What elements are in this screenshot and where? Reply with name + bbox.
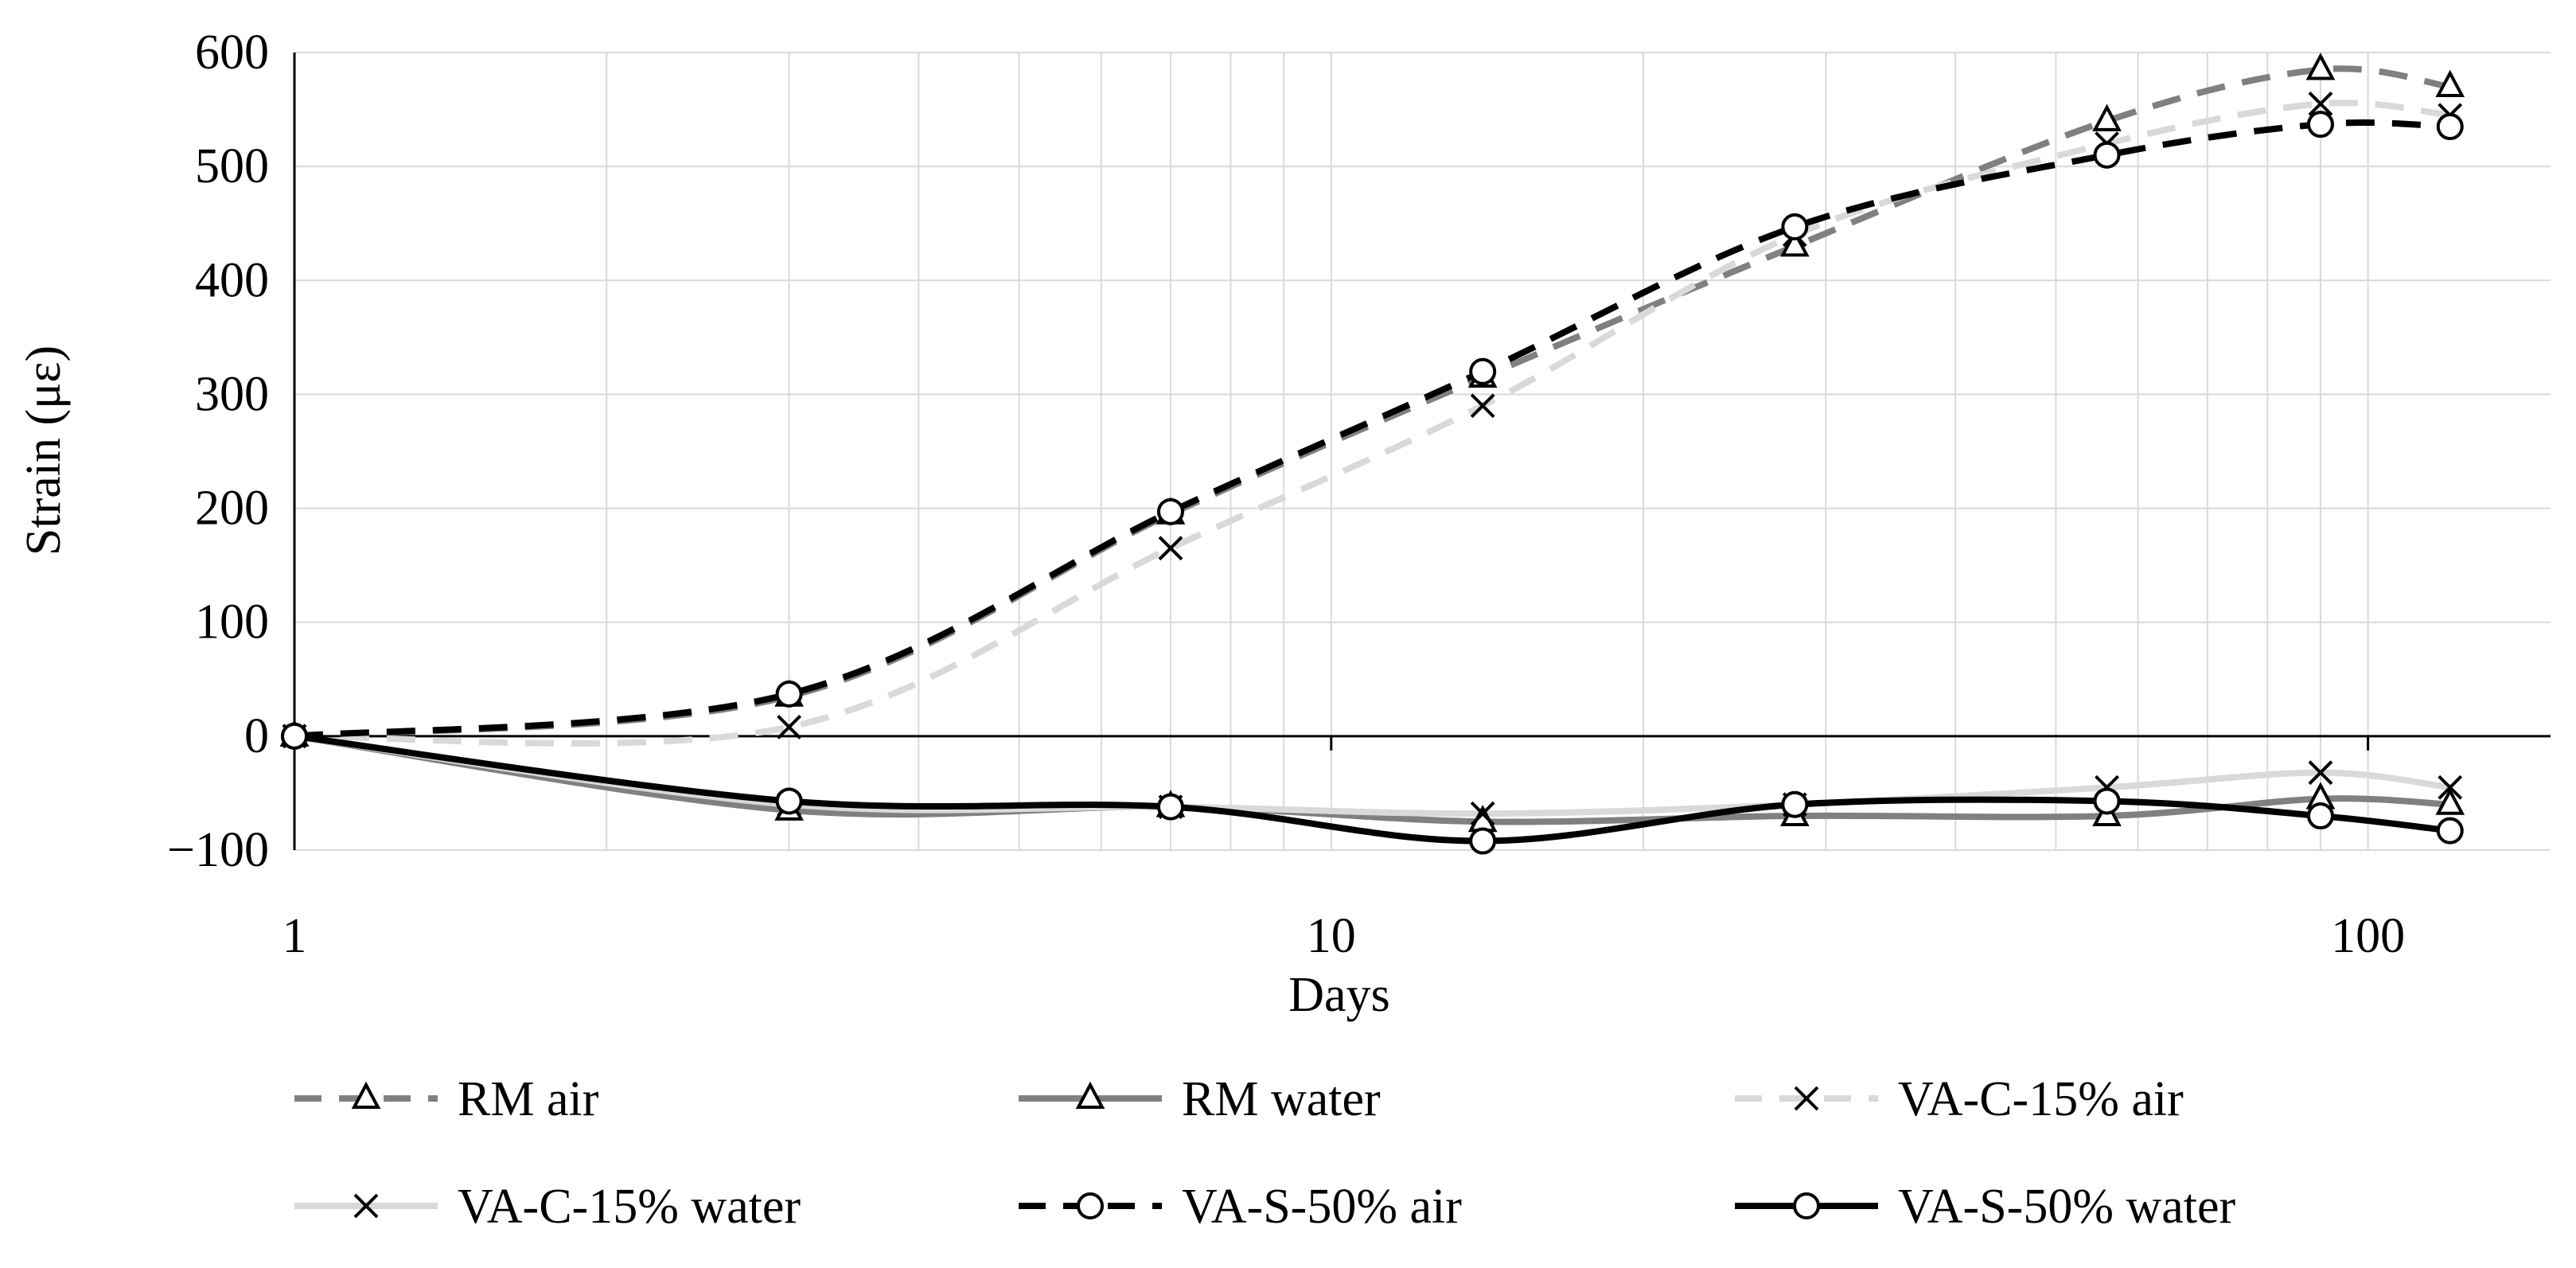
y-axis-title: Strain (με) bbox=[17, 345, 71, 556]
legend-label: VA-C-15% water bbox=[458, 1180, 801, 1234]
data-point-rm-air bbox=[2305, 53, 2336, 80]
legend-marker bbox=[1794, 1086, 1819, 1111]
legend-item-va-s-50-water: VA-S-50% water bbox=[1735, 1180, 2236, 1234]
x-marker-stroke bbox=[1158, 536, 1183, 561]
x-tick-label: 10 bbox=[1307, 909, 1356, 963]
y-tick-label: −100 bbox=[167, 823, 269, 877]
series-line-va-s-50-air bbox=[294, 119, 2450, 739]
x-marker-stroke bbox=[1470, 801, 1495, 826]
data-point-rm-air bbox=[2435, 69, 2465, 97]
data-point-va-s-50-water bbox=[1156, 793, 1184, 821]
y-tick-label: 300 bbox=[195, 367, 269, 421]
x-marker-stroke bbox=[1470, 393, 1495, 419]
data-point-va-s-50-water bbox=[1469, 827, 1497, 855]
series-line-rm-air bbox=[294, 65, 2451, 739]
x-marker-stroke bbox=[777, 714, 802, 739]
series-markers bbox=[279, 53, 2465, 855]
legend-marker bbox=[353, 1193, 379, 1219]
legend-item-rm-air: RM air bbox=[294, 1072, 599, 1126]
data-point-va-s-50-air bbox=[1156, 497, 1184, 525]
tick-labels: −100 0 100 200 300 400 500 600 1 10 100 bbox=[167, 25, 2405, 963]
data-point-va-c-15-water bbox=[2438, 774, 2463, 800]
data-point-va-s-50-air bbox=[1781, 213, 1809, 241]
legend-item-va-s-50-air: VA-S-50% air bbox=[1019, 1180, 1462, 1234]
data-point-va-s-50-water bbox=[281, 722, 308, 750]
data-point-va-s-50-water bbox=[2093, 787, 2121, 815]
legend-marker bbox=[1793, 1192, 1820, 1219]
data-point-va-s-50-air bbox=[2093, 141, 2121, 169]
x-marker-stroke bbox=[2308, 92, 2333, 116]
x-marker-stroke bbox=[2308, 760, 2333, 786]
data-point-rm-air bbox=[2092, 103, 2122, 131]
y-tick-label: 100 bbox=[195, 595, 269, 650]
y-tick-label: 200 bbox=[195, 482, 269, 536]
legend: RM air RM water VA-C-15% air VA-C-15% water… bbox=[294, 1072, 2236, 1234]
legend-label: RM air bbox=[458, 1072, 599, 1126]
x-tick-label: 100 bbox=[2331, 909, 2405, 963]
data-point-va-c-15-air bbox=[1470, 393, 1495, 419]
legend-marker bbox=[1075, 1081, 1105, 1109]
data-point-va-s-50-air bbox=[2436, 113, 2464, 141]
data-point-va-s-50-air bbox=[1469, 357, 1497, 385]
legend-label: RM water bbox=[1182, 1072, 1381, 1126]
y-tick-label: 600 bbox=[195, 25, 269, 80]
x-marker-stroke bbox=[1794, 1086, 1819, 1111]
data-point-rm-air bbox=[1780, 229, 1810, 257]
series-line-va-s-50-water bbox=[294, 732, 2451, 845]
grid bbox=[294, 52, 2551, 851]
legend-item-rm-water: RM water bbox=[1019, 1072, 1381, 1126]
x-axis-title: Days bbox=[1288, 968, 1389, 1022]
series-lines bbox=[294, 65, 2451, 845]
y-tick-label: 500 bbox=[195, 139, 269, 193]
series-line-va-c-15-water bbox=[294, 732, 2451, 817]
data-point-va-c-15-air bbox=[2308, 92, 2333, 116]
data-point-rm-water bbox=[2435, 787, 2465, 815]
data-point-va-s-50-water bbox=[775, 787, 803, 815]
legend-item-va-c-15-water: VA-C-15% water bbox=[294, 1180, 801, 1234]
legend-marker bbox=[351, 1081, 381, 1109]
y-tick-label: 400 bbox=[195, 253, 269, 307]
data-point-va-s-50-air bbox=[2306, 111, 2334, 139]
data-point-va-c-15-water bbox=[1470, 801, 1495, 826]
y-tick-label: 0 bbox=[244, 709, 269, 763]
legend-label: VA-S-50% water bbox=[1898, 1180, 2236, 1234]
data-point-va-s-50-water bbox=[2436, 817, 2464, 845]
data-point-va-s-50-water bbox=[2306, 802, 2334, 830]
series-line-va-c-15-air bbox=[294, 99, 2451, 747]
data-point-va-c-15-air bbox=[777, 714, 802, 739]
data-point-va-c-15-water bbox=[2308, 760, 2333, 786]
x-marker-stroke bbox=[353, 1193, 379, 1219]
legend-marker bbox=[1077, 1192, 1104, 1219]
data-point-va-s-50-water bbox=[1781, 790, 1809, 818]
axes bbox=[293, 53, 2551, 850]
legend-item-va-c-15-air: VA-C-15% air bbox=[1735, 1072, 2184, 1126]
legend-label: VA-C-15% air bbox=[1898, 1072, 2184, 1126]
x-marker-stroke bbox=[2438, 774, 2463, 800]
legend-label: VA-S-50% air bbox=[1182, 1180, 1462, 1234]
x-tick-label: 1 bbox=[283, 909, 307, 963]
data-point-va-c-15-air bbox=[1158, 536, 1183, 561]
data-point-va-s-50-air bbox=[775, 680, 803, 708]
